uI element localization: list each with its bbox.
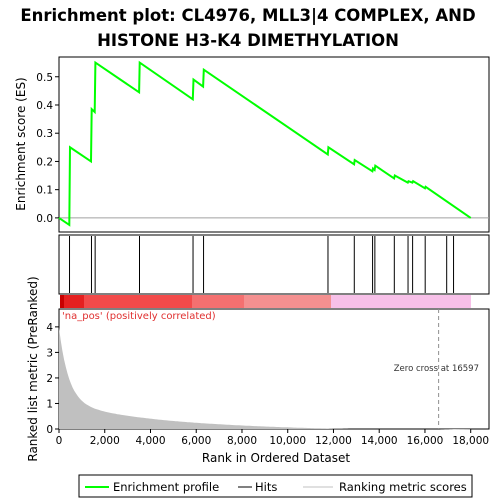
- metric-y-axis-label: Ranked list metric (PreRanked): [26, 276, 40, 461]
- metric-panel-frame: [58, 308, 490, 430]
- es-panel-frame: [58, 56, 490, 233]
- x-tick-label: 16,000: [407, 435, 444, 447]
- x-tick-label: 2,000: [90, 435, 120, 447]
- x-axis: 0 2,000 4,000 6,000 8,000 10,000 12,000 14,000 1…: [56, 429, 489, 447]
- chart-title-line-2: HISTONE H3-K4 DIMETHYLATION: [97, 31, 399, 50]
- metric-y-tick-label: 4: [46, 322, 53, 334]
- x-tick-label: 12,000: [315, 435, 352, 447]
- metric-y-tick-label: 1: [46, 398, 53, 410]
- x-tick-label: 6,000: [181, 435, 211, 447]
- enrichment-profile-line: [58, 60, 472, 227]
- x-tick-label: 0: [56, 435, 63, 447]
- es-y-tick-label: 0.2: [36, 156, 53, 168]
- es-y-axis-label: Enrichment score (ES): [14, 77, 28, 210]
- es-y-tick-label: 0.0: [36, 213, 53, 225]
- es-y-tick-label: 0.3: [36, 128, 53, 140]
- hits-group: [69, 236, 455, 293]
- metric-y-tick-label: 2: [46, 373, 53, 385]
- x-tick-label: 18,000: [452, 435, 489, 447]
- hits-panel-frame: [58, 234, 490, 295]
- es-y-axis: 0.0 0.1 0.2 0.3 0.4 0.5: [36, 72, 59, 225]
- es-y-tick-label: 0.1: [36, 185, 53, 197]
- rank-bar-segment-3: [84, 295, 192, 308]
- rank-color-bar: [60, 295, 471, 308]
- metric-y-tick-label: 3: [46, 347, 53, 359]
- metric-y-tick-label: 0: [46, 424, 53, 436]
- metric-y-axis: 0 1 2 3 4: [46, 322, 59, 436]
- positive-correlation-label: 'na_pos' (positively correlated): [62, 311, 216, 322]
- zero-cross-label: Zero cross at 16597: [394, 364, 479, 374]
- x-tick-label: 10,000: [269, 435, 306, 447]
- x-tick-label: 4,000: [135, 435, 165, 447]
- rank-bar-segment-5: [244, 295, 331, 308]
- legend-hits-label: Hits: [255, 480, 277, 494]
- rank-bar-segment-1: [60, 295, 64, 308]
- rank-bar-segment-4: [192, 295, 244, 308]
- rank-bar-segment-6: [331, 295, 471, 308]
- es-y-tick-label: 0.4: [36, 100, 53, 112]
- ranking-metric-area: [59, 327, 471, 430]
- rank-bar-segment-2: [64, 295, 84, 308]
- x-tick-label: 8,000: [227, 435, 257, 447]
- x-tick-label: 14,000: [361, 435, 398, 447]
- chart-title-line-1: Enrichment plot: CL4976, MLL3|4 COMPLEX,…: [20, 6, 475, 26]
- legend-metric-label: Ranking metric scores: [339, 480, 467, 494]
- legend-profile-label: Enrichment profile: [113, 480, 219, 494]
- es-y-tick-label: 0.5: [36, 72, 53, 84]
- legend-box: [78, 474, 473, 498]
- x-axis-label: Rank in Ordered Dataset: [202, 451, 350, 465]
